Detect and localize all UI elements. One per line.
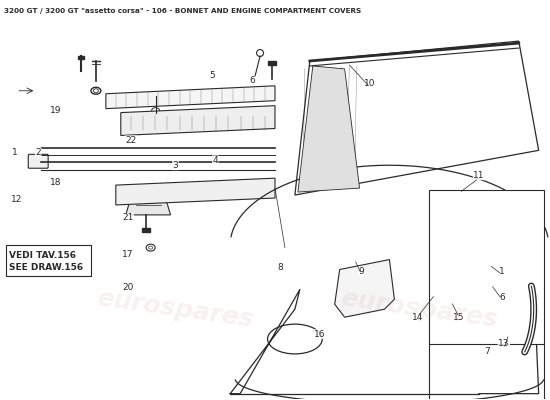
Polygon shape — [295, 41, 538, 195]
Bar — [7, 245, 91, 276]
Text: 16: 16 — [314, 330, 326, 338]
Text: 1: 1 — [499, 267, 505, 276]
Text: SEE DRAW.156: SEE DRAW.156 — [9, 263, 84, 272]
Bar — [78, 56, 84, 59]
Bar — [445, 282, 453, 286]
Text: 4: 4 — [212, 156, 218, 165]
Text: VEDI TAV.156: VEDI TAV.156 — [9, 251, 76, 260]
Text: 22: 22 — [125, 136, 136, 145]
Text: 18: 18 — [51, 178, 62, 187]
Polygon shape — [116, 178, 275, 205]
Polygon shape — [126, 198, 170, 215]
Text: 15: 15 — [453, 313, 465, 322]
Bar — [142, 228, 150, 232]
Text: 1: 1 — [13, 148, 18, 157]
Polygon shape — [298, 66, 360, 192]
Text: 12: 12 — [10, 196, 22, 204]
Text: 19: 19 — [51, 106, 62, 115]
Text: 2: 2 — [35, 148, 41, 157]
Text: 17: 17 — [122, 250, 134, 259]
Polygon shape — [335, 260, 394, 317]
Bar — [429, 190, 543, 344]
Text: 5: 5 — [210, 71, 215, 80]
Text: 11: 11 — [473, 171, 485, 180]
Text: eurospares: eurospares — [339, 286, 499, 332]
Polygon shape — [121, 106, 275, 136]
Text: 3: 3 — [173, 161, 178, 170]
Text: 9: 9 — [359, 267, 365, 276]
Text: 6: 6 — [249, 76, 255, 85]
Text: 10: 10 — [364, 79, 375, 88]
FancyBboxPatch shape — [28, 154, 48, 168]
Bar — [482, 252, 490, 257]
Bar — [430, 278, 438, 284]
Text: 8: 8 — [277, 263, 283, 272]
Polygon shape — [106, 86, 275, 109]
Text: eurospares: eurospares — [96, 286, 255, 332]
Bar — [268, 61, 276, 65]
Text: 13: 13 — [498, 340, 510, 348]
Text: 14: 14 — [411, 313, 423, 322]
Text: 20: 20 — [122, 283, 134, 292]
Text: 7: 7 — [484, 348, 490, 356]
Text: 21: 21 — [122, 213, 134, 222]
Text: 6: 6 — [499, 293, 505, 302]
Text: 3200 GT / 3200 GT "assetto corsa" - 106 - BONNET AND ENGINE COMPARTMENT COVERS: 3200 GT / 3200 GT "assetto corsa" - 106 … — [4, 8, 361, 14]
